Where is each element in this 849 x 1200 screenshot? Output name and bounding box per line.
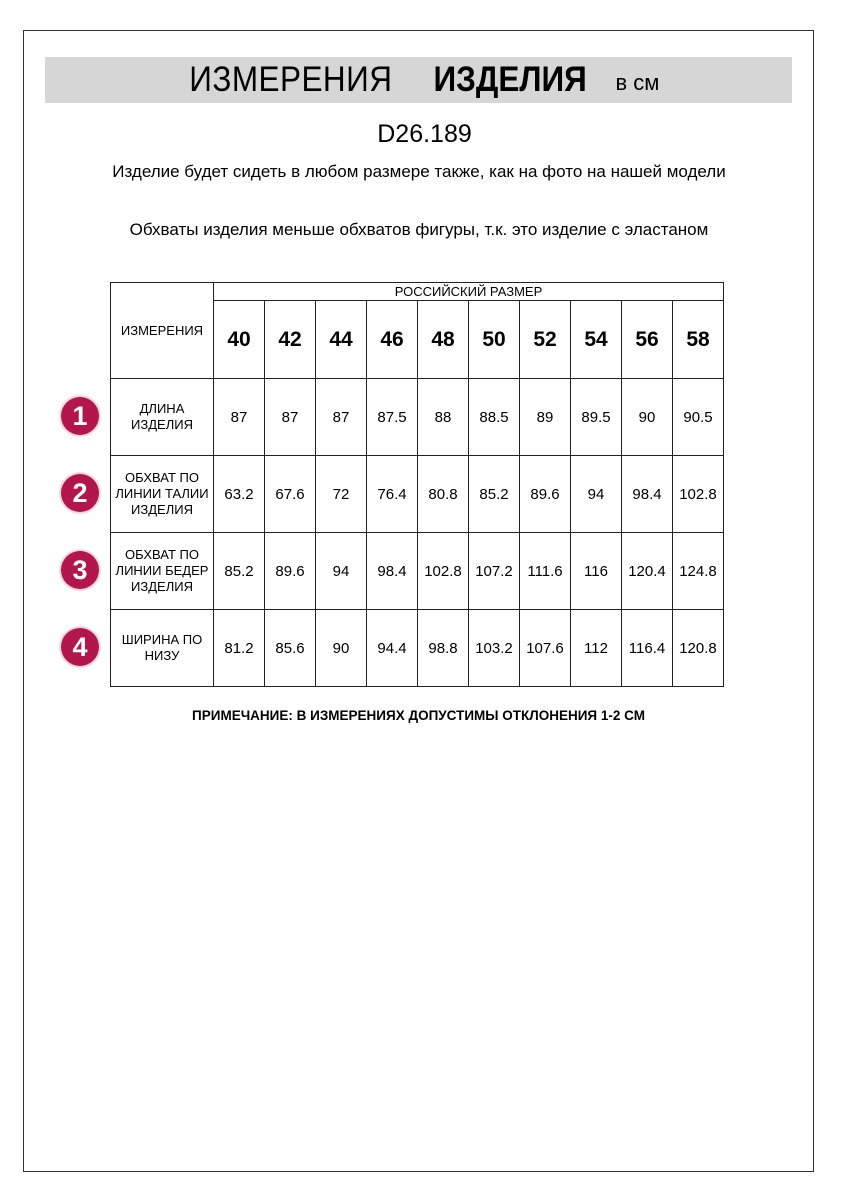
- table-cell: 90: [621, 378, 673, 456]
- size-header-44: 44: [315, 300, 367, 379]
- row-label: ШИРИНА ПО НИЗУ: [110, 609, 214, 687]
- table-cell: 85.2: [468, 455, 520, 533]
- size-header-52: 52: [519, 300, 571, 379]
- table-cell: 87: [315, 378, 367, 456]
- size-group-header: РОССИЙСКИЙ РАЗМЕР: [213, 282, 724, 301]
- size-header-58: 58: [672, 300, 724, 379]
- table-cell: 98.4: [366, 532, 418, 610]
- row-number-badge: 4: [61, 628, 99, 666]
- table-cell: 98.4: [621, 455, 673, 533]
- note-fit: Изделие будет сидеть в любом размере так…: [112, 162, 726, 181]
- table-cell: 102.8: [672, 455, 724, 533]
- table-cell: 102.8: [417, 532, 469, 610]
- table-cell: 120.4: [621, 532, 673, 610]
- table-row: ОБХВАТ ПО ЛИНИИ ТАЛИИ ИЗДЕЛИЯ 63.2 67.6 72 7…: [110, 455, 724, 533]
- size-header-42: 42: [264, 300, 316, 379]
- table-cell: 63.2: [213, 455, 265, 533]
- title-bold: ИЗДЕЛИЯ: [433, 60, 587, 99]
- table-cell: 89.6: [519, 455, 571, 533]
- row-number-badge: 1: [61, 397, 99, 435]
- table-cell: 124.8: [672, 532, 724, 610]
- table-row: ДЛИНА ИЗДЕЛИЯ 87 87 87 87.5 88 88.5 89 89.5 90 90.…: [110, 378, 724, 456]
- table-cell: 116: [570, 532, 622, 610]
- footnote: ПРИМЕЧАНИЕ: В ИЗМЕРЕНИЯХ ДОПУСТИМЫ ОТКЛО…: [192, 708, 645, 723]
- table-cell: 90: [315, 609, 367, 687]
- table-cell: 89: [519, 378, 571, 456]
- table-cell: 94.4: [366, 609, 418, 687]
- size-header-48: 48: [417, 300, 469, 379]
- size-header-46: 46: [366, 300, 418, 379]
- row-label: ДЛИНА ИЗДЕЛИЯ: [110, 378, 214, 456]
- table-cell: 81.2: [213, 609, 265, 687]
- row-number-badge: 3: [61, 551, 99, 589]
- table-cell: 80.8: [417, 455, 469, 533]
- row-label: ОБХВАТ ПО ЛИНИИ БЕДЕР ИЗДЕЛИЯ: [110, 532, 214, 610]
- table-row: ОБХВАТ ПО ЛИНИИ БЕДЕР ИЗДЕЛИЯ 85.2 89.6 94 9…: [110, 532, 724, 610]
- table-cell: 94: [315, 532, 367, 610]
- table-cell: 90.5: [672, 378, 724, 456]
- size-header-56: 56: [621, 300, 673, 379]
- size-table: ИЗМЕРЕНИЯ РОССИЙСКИЙ РАЗМЕР 40 42 44 46 48 50…: [110, 282, 724, 687]
- table-cell: 116.4: [621, 609, 673, 687]
- table-cell: 107.2: [468, 532, 520, 610]
- measurements-header: ИЗМЕРЕНИЯ: [110, 282, 214, 379]
- table-cell: 120.8: [672, 609, 724, 687]
- table-cell: 88.5: [468, 378, 520, 456]
- row-label: ОБХВАТ ПО ЛИНИИ ТАЛИИ ИЗДЕЛИЯ: [110, 455, 214, 533]
- table-cell: 89.6: [264, 532, 316, 610]
- table-cell: 111.6: [519, 532, 571, 610]
- title-band: ИЗМЕРЕНИЯ ИЗДЕЛИЯ в см: [45, 57, 792, 103]
- table-cell: 85.6: [264, 609, 316, 687]
- size-header-54: 54: [570, 300, 622, 379]
- table-cell: 85.2: [213, 532, 265, 610]
- table-cell: 89.5: [570, 378, 622, 456]
- table-cell: 72: [315, 455, 367, 533]
- table-cell: 107.6: [519, 609, 571, 687]
- table-cell: 87: [264, 378, 316, 456]
- table-cell: 76.4: [366, 455, 418, 533]
- row-number-badge: 2: [61, 474, 99, 512]
- table-cell: 94: [570, 455, 622, 533]
- page-frame: [23, 30, 814, 1172]
- table-cell: 67.6: [264, 455, 316, 533]
- table-cell: 103.2: [468, 609, 520, 687]
- table-cell: 87.5: [366, 378, 418, 456]
- title-unit: в см: [615, 70, 660, 95]
- table-row: ШИРИНА ПО НИЗУ 81.2 85.6 90 94.4 98.8 103.2 107…: [110, 609, 724, 687]
- size-header-50: 50: [468, 300, 520, 379]
- table-cell: 87: [213, 378, 265, 456]
- table-cell: 98.8: [417, 609, 469, 687]
- table-cell: 112: [570, 609, 622, 687]
- size-header-40: 40: [213, 300, 265, 379]
- product-code: D26.189: [377, 120, 472, 148]
- title-regular: ИЗМЕРЕНИЯ: [188, 60, 392, 99]
- table-cell: 88: [417, 378, 469, 456]
- note-elastane: Обхваты изделия меньше обхватов фигуры, …: [129, 220, 709, 239]
